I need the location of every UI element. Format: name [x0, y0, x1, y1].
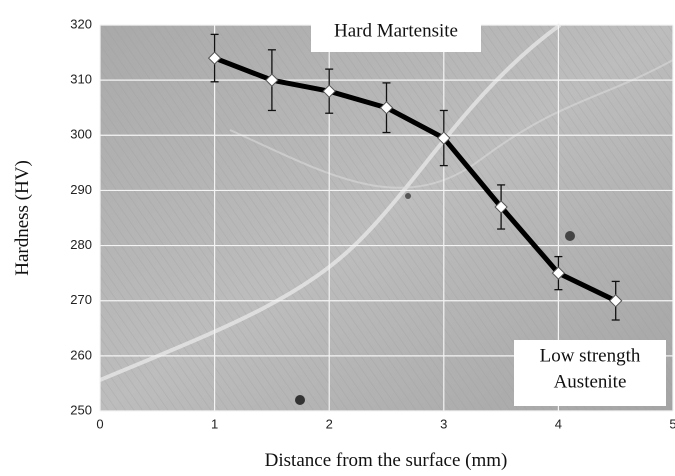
- data-point: [494, 200, 508, 214]
- x-tick-label: 0: [96, 416, 103, 431]
- y-tick-label: 270: [70, 292, 92, 307]
- data-line: [213, 55, 617, 303]
- annotation-box: [514, 340, 666, 406]
- annotation: Low strength: [540, 345, 641, 366]
- y-axis-title: Hardness (HV): [12, 160, 33, 276]
- grid: [99, 24, 674, 412]
- y-tick-label: 280: [70, 237, 92, 252]
- x-tick-label: 3: [440, 416, 447, 431]
- y-tick-label: 260: [70, 347, 92, 362]
- data-point: [322, 84, 336, 98]
- x-tick-label: 1: [211, 416, 218, 431]
- data-point: [265, 73, 279, 87]
- y-tick-label: 290: [70, 182, 92, 197]
- y-tick-label: 320: [70, 16, 92, 31]
- data-point: [207, 51, 222, 65]
- plot: Hard Martensite Low strength Austenite: [207, 12, 666, 406]
- y-tick-label: 250: [70, 402, 92, 417]
- y-tick-label: 310: [70, 72, 92, 87]
- x-tick-label: 5: [669, 416, 675, 431]
- annotation: Hard Martensite: [334, 20, 458, 41]
- x-tick-label: 4: [555, 416, 562, 431]
- data-point: [379, 101, 394, 115]
- data-point: [437, 131, 451, 145]
- y-tick-label: 300: [70, 127, 92, 142]
- x-axis-title: Distance from the surface (mm): [265, 450, 508, 471]
- data-point: [608, 294, 623, 308]
- data-point: [551, 266, 566, 280]
- x-tick-label: 2: [326, 416, 333, 431]
- annotation: Austenite: [554, 371, 627, 392]
- annotation-box: [311, 12, 481, 52]
